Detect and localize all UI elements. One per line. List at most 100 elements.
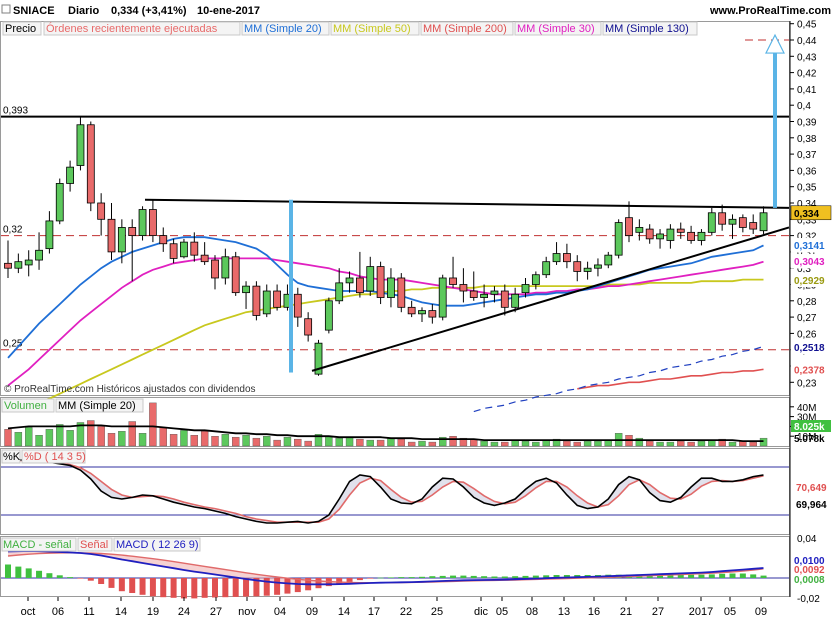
date-tick-label: 05 <box>496 606 508 618</box>
candle-body <box>366 266 375 292</box>
macd-histogram-bar <box>419 576 425 578</box>
candle <box>242 281 250 309</box>
candle-body <box>511 293 520 308</box>
candle <box>345 271 354 293</box>
volume-bar <box>418 440 426 447</box>
candle <box>211 255 219 290</box>
candle-body <box>542 261 551 276</box>
macd-histogram-bar <box>336 578 343 584</box>
macd-histogram-bar <box>470 575 477 578</box>
candle-body <box>293 293 302 318</box>
candle <box>366 256 375 296</box>
stoch-fill <box>8 459 764 523</box>
candle <box>459 268 468 303</box>
candle <box>97 193 106 236</box>
macd-histogram-bar <box>25 568 32 578</box>
macd-histogram-bar <box>708 574 715 578</box>
volume-bar <box>749 441 757 447</box>
candle <box>500 284 509 316</box>
candle-body <box>262 290 271 315</box>
candle <box>221 248 230 285</box>
macd-signal-legend: Señal <box>80 539 108 551</box>
price-tick-label: 0,42 <box>797 69 817 80</box>
volume-bar <box>677 440 685 447</box>
legend-item-4: MM (Simple 200) <box>423 23 507 35</box>
macd-histogram-bar <box>677 574 684 578</box>
candle-body <box>449 277 457 285</box>
volume-bar <box>314 434 323 447</box>
candle <box>521 277 530 298</box>
macd-legend: MACD ( 12 26 9) <box>116 539 199 551</box>
candle <box>262 284 271 318</box>
price-tick-label: 0,28 <box>797 297 817 308</box>
date-tick-label: 22 <box>400 606 412 618</box>
volume-bar <box>211 436 219 447</box>
candle-body <box>563 253 571 263</box>
macd-histogram-bar <box>356 578 363 581</box>
candle-body <box>211 259 219 279</box>
candle-body <box>707 212 716 233</box>
price-tag-box <box>790 339 832 355</box>
legend-item-3: MM (Simple 50) <box>333 23 411 35</box>
candle <box>117 219 126 264</box>
candle <box>24 250 33 277</box>
target-projection-bar <box>773 53 777 208</box>
price-tag-label: 0,2518 <box>794 343 825 354</box>
macd-histogram-bar <box>657 574 664 578</box>
candle-body <box>594 264 602 269</box>
volume-bar <box>708 439 716 447</box>
triangle-upper-line <box>144 198 790 209</box>
candle-body <box>376 266 385 298</box>
volume-bar <box>159 427 167 447</box>
candle-body <box>625 217 633 236</box>
candle <box>180 238 188 259</box>
date-tick-label: 06 <box>52 606 64 618</box>
macd-histogram-bar <box>118 578 125 592</box>
price-tick-label: 0,23 <box>797 378 817 389</box>
candle-body <box>335 282 344 302</box>
candle-body <box>24 259 33 266</box>
date-tick-label: 21 <box>620 606 632 618</box>
macd-histogram-bar <box>408 577 415 578</box>
macd-histogram-bar <box>15 566 22 578</box>
volume-bar <box>728 441 737 447</box>
candle-body <box>242 285 250 294</box>
volume-bar <box>76 422 85 447</box>
macd-histogram-bar <box>719 573 726 578</box>
macd-panel: MACD - señal Señal MACD ( 12 26 9) 0,04 -0,0… <box>1 534 825 605</box>
candle <box>469 271 478 301</box>
date-tick-label: 09 <box>306 606 318 618</box>
candle-body <box>407 306 416 315</box>
ma-50-line <box>7 278 764 413</box>
volume-bar <box>594 440 602 447</box>
candle <box>45 211 54 254</box>
site-link[interactable]: www.ProRealTime.com <box>709 5 831 17</box>
candle-body <box>749 222 758 230</box>
candle-body <box>521 284 530 294</box>
volume-bar <box>376 439 385 447</box>
volume-bar <box>231 436 240 447</box>
macd-histogram-bar <box>129 578 136 593</box>
candle <box>252 281 261 321</box>
macd-histogram-bar <box>191 578 198 599</box>
volume-bar <box>646 440 654 447</box>
stoch-d-legend-box <box>21 449 86 464</box>
date-tick-label: 09 <box>755 606 767 618</box>
candle-body <box>500 290 509 308</box>
candle <box>55 178 64 225</box>
legend-box-5 <box>514 21 602 36</box>
candle <box>169 238 178 264</box>
candle-body <box>148 209 157 237</box>
macd-histogram-bar <box>149 578 156 597</box>
volume-bar <box>697 440 706 447</box>
volume-bar <box>263 436 271 447</box>
candle <box>273 284 282 311</box>
volume-bar <box>490 441 499 447</box>
collapse-icon[interactable] <box>1 4 11 14</box>
stoch-panel-frame <box>0 448 790 535</box>
candle <box>387 268 395 308</box>
macd-hist-tag: 0,0008 <box>794 575 825 586</box>
candle-body <box>552 253 561 263</box>
volume-ma-legend: MM (Simple 20) <box>58 400 136 412</box>
price-tick-label: 0,4 <box>797 101 811 112</box>
